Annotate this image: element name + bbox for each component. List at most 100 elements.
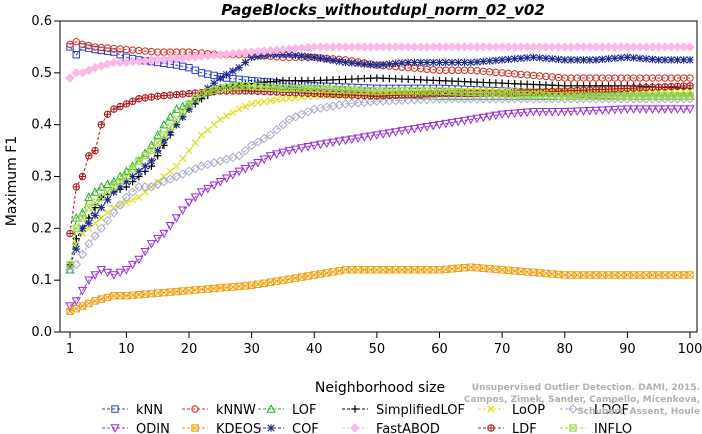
marker-star <box>172 120 181 129</box>
x-tick-label: 50 <box>369 342 386 357</box>
marker-plus <box>517 80 525 88</box>
marker-square-x-cross <box>523 268 531 276</box>
marker-square-x <box>78 214 87 222</box>
marker-square-x-cross <box>91 198 99 206</box>
marker-star <box>629 54 638 62</box>
marker-star <box>166 128 174 137</box>
marker-square-x-cross <box>329 85 337 93</box>
marker-star <box>542 54 550 63</box>
marker-diamond-filled <box>591 42 601 52</box>
marker-circle-plus-cross <box>668 83 675 90</box>
marker-diamond <box>290 112 301 122</box>
marker-triangle-down <box>184 198 194 208</box>
marker-square-x-cross <box>536 91 544 99</box>
marker-square-x-cross <box>354 86 362 94</box>
marker-star <box>128 172 137 181</box>
marker-x <box>273 96 281 104</box>
marker-triangle-up <box>541 91 551 100</box>
marker-triangle-down <box>159 229 169 239</box>
marker-diamond-filled <box>478 42 489 52</box>
marker-diamond-filled <box>409 42 420 52</box>
marker-diamond-filled <box>403 42 413 52</box>
marker-square-x-cross <box>680 92 688 100</box>
marker-triangle-down <box>597 106 607 116</box>
marker-square-x-cross <box>454 264 462 272</box>
marker-square-x-cross <box>210 284 218 293</box>
marker-square-x-cross <box>104 188 112 196</box>
marker-diamond <box>77 249 88 259</box>
marker-square-x-cross <box>291 274 300 282</box>
citation-line-1: Unsupervised Outlier Detection. DAMI, 20… <box>471 383 700 393</box>
marker-circle-plus-cross <box>229 87 237 95</box>
marker-square-x-cross <box>78 302 87 310</box>
marker-triangle-down <box>672 105 683 114</box>
marker-triangle-down <box>516 109 526 118</box>
y-tick-label: 0.4 <box>31 118 52 133</box>
marker-star <box>354 59 362 68</box>
marker-diamond <box>134 182 144 192</box>
marker-diamond <box>146 182 157 192</box>
marker-star <box>141 162 149 170</box>
marker-plus <box>379 74 387 82</box>
marker-star <box>523 54 531 62</box>
marker-star <box>267 424 275 432</box>
legend-label: INFLO <box>594 422 632 434</box>
marker-x <box>279 95 287 103</box>
marker-star <box>335 57 343 66</box>
legend-entry-loop: LoOP <box>478 403 545 418</box>
marker-square-x-cross <box>417 266 425 274</box>
marker-plus <box>298 76 306 85</box>
marker-x <box>204 126 212 134</box>
marker-triangle-down <box>603 106 614 115</box>
marker-triangle-down <box>334 137 344 147</box>
marker-diamond <box>472 94 482 104</box>
marker-triangle-down <box>685 105 695 114</box>
marker-square-x-cross <box>122 172 130 181</box>
marker-square-x <box>686 271 694 279</box>
marker-star <box>592 56 600 64</box>
marker-circle-plus-cross <box>392 92 399 99</box>
marker-x <box>216 115 224 124</box>
marker-triangle-down <box>127 260 138 270</box>
marker-triangle-down <box>84 276 94 286</box>
marker-square-x-cross <box>285 84 293 92</box>
marker-square-x <box>147 146 156 155</box>
marker-square-x-cross <box>429 87 437 95</box>
marker-square-x-cross <box>648 271 656 279</box>
marker-diamond-filled <box>541 42 551 52</box>
marker-square-x-cross <box>592 271 600 279</box>
marker-square-x-cross <box>216 84 224 92</box>
marker-diamond <box>115 200 125 210</box>
marker-star <box>310 53 318 61</box>
marker-triangle-down <box>102 268 113 278</box>
marker-triangle-down <box>484 112 495 122</box>
marker-triangle-down <box>453 117 463 127</box>
marker-triangle-down <box>303 142 313 152</box>
marker-square-x-cross <box>579 92 588 100</box>
marker-circle-plus-cross <box>98 121 105 128</box>
marker-square-x <box>191 424 199 432</box>
marker-square-x-cross <box>398 266 406 274</box>
marker-square-x-cross <box>379 87 387 95</box>
marker-diamond-filled <box>553 42 564 52</box>
marker-square-x-cross <box>661 92 669 100</box>
marker-diamond-filled <box>653 42 664 52</box>
marker-diamond <box>491 94 501 104</box>
marker-triangle-down <box>428 122 438 131</box>
marker-square-x <box>66 260 74 269</box>
marker-square-x-cross <box>116 178 124 186</box>
marker-triangle-down <box>253 158 263 168</box>
marker-star <box>611 54 619 63</box>
marker-plus <box>448 77 456 85</box>
marker-square-x-cross <box>404 87 412 95</box>
marker-circle-plus-cross <box>123 100 130 108</box>
marker-square-x-cross <box>479 264 487 272</box>
marker-triangle-up <box>77 207 88 217</box>
marker-star <box>135 167 143 176</box>
marker-x <box>85 224 93 232</box>
marker-triangle-down <box>215 177 225 187</box>
marker-triangle-down <box>622 105 633 114</box>
marker-triangle-down <box>541 108 551 117</box>
marker-circle-plus-cross <box>267 88 274 95</box>
marker-square-x-cross <box>611 92 619 100</box>
